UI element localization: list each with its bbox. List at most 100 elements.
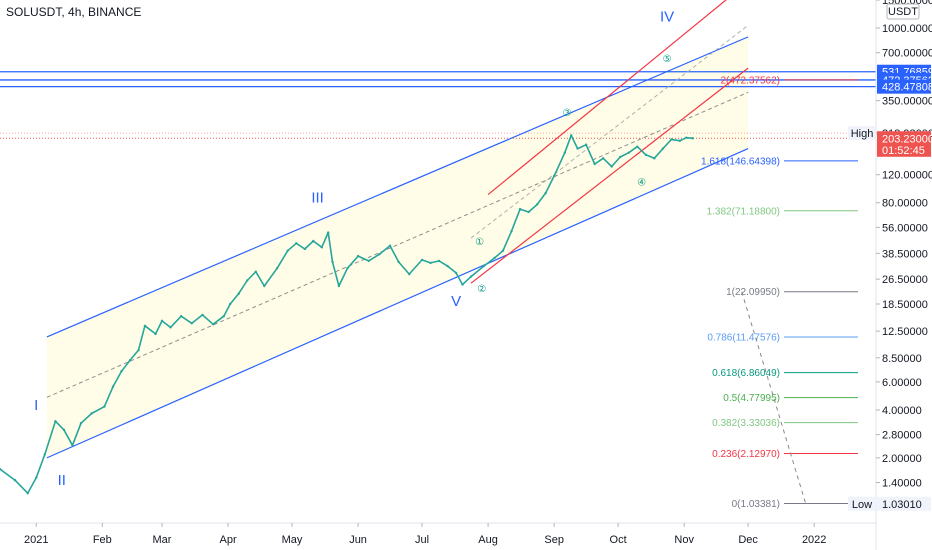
price-axis-label: 1.40000 [882,478,922,490]
red-channel-line[interactable] [470,67,749,284]
price-point [627,151,630,154]
red-channel-line[interactable] [487,0,748,196]
time-axis-label: Jun [349,534,367,546]
time-axis-label: Aug [478,534,498,546]
price-point [388,244,392,247]
time-axis-label: Apr [219,534,236,546]
price-axis-label: 38.50000 [882,248,928,260]
price-line[interactable] [0,134,693,495]
price-point [137,348,140,352]
price-point [619,155,622,159]
fib-level-label: 0.236(2.12970) [712,449,780,460]
price-point [461,283,464,286]
price-point [13,478,17,482]
subwave-label: ⑤ [663,54,672,65]
wave-label: II [58,472,66,489]
price-axis-label: 2.00000 [882,453,922,465]
wave-label: IV [660,8,674,25]
blue-channel-line[interactable] [46,148,749,459]
symbol-title[interactable]: SOLUSDT, 4h, BINANCE [6,5,141,19]
marker-tag[interactable] [848,496,876,511]
price-point [518,207,522,211]
price-point [570,134,573,137]
price-axis-label: 26.50000 [882,274,928,286]
fib-level-label: 0.5(4.77995) [723,393,780,404]
blue-channel-line[interactable] [46,36,749,338]
price-point [79,422,83,425]
time-axis-label: Sep [544,534,564,546]
price-point [111,385,115,388]
price-point [179,315,183,318]
time-axis-label: 2021 [24,534,48,546]
fib-level-label: 0(1.03381) [732,499,780,510]
time-axis-label: May [282,534,303,546]
time-axis-label: Nov [674,534,694,546]
price-point [437,259,441,263]
price-point [143,324,147,328]
price-point [610,165,613,168]
price-point [228,302,232,306]
price-point [286,249,289,252]
price-point [254,270,257,273]
price-axis-label: 700.00000 [882,48,932,60]
price-point [320,246,324,249]
price-point [237,292,240,295]
price-point [420,258,424,262]
price-point [678,139,682,142]
wave-label: I [34,397,38,414]
price-point [653,157,656,160]
time-axis-label: Feb [93,534,112,546]
price-point [535,203,539,206]
subwave-label: ① [475,237,484,248]
fibonacci-layer: 2(472.37562) 1.618(146.64398) 1.382(71.188… [701,75,858,510]
price-point [169,326,172,329]
price-point [346,267,349,270]
price-tag[interactable] [877,79,931,94]
price-point [128,359,132,362]
price-point [26,492,29,495]
price-point [552,174,556,178]
price-axis-label: 6.00000 [882,377,922,389]
price-tag[interactable] [877,142,931,157]
price-point [295,242,298,245]
fib-level-label: 1(22.09950) [726,287,780,298]
currency-tag[interactable] [886,3,920,20]
price-axis-label: 2.80000 [882,430,922,442]
price-axis-label: 80.00000 [882,198,928,210]
price-tag[interactable] [877,496,931,511]
price-point [593,162,596,166]
marker-tag-label: Low [852,499,872,511]
fib-level-label: 0.786(11.47576) [707,333,780,344]
price-tag-label: 428.47808 [882,82,932,94]
price-series-layer [0,134,694,495]
fib-level-label: 0.382(3.33036) [712,418,780,429]
time-axis-label: 2022 [802,534,826,546]
price-axis-label: 8.50000 [882,353,922,365]
price-point [493,256,496,260]
price-point [408,272,411,276]
price-point [501,249,505,252]
drawing-lines-layer [0,0,876,459]
marker-tag[interactable] [848,126,876,141]
price-point [120,370,123,373]
price-tag[interactable] [877,131,931,146]
price-point [43,453,46,456]
price-point [576,147,579,150]
price-axis-label: 4.00000 [882,405,922,417]
price-point [446,264,449,268]
price-point [211,323,215,326]
price-point [246,279,249,282]
price-point [378,253,381,256]
currency-label: USDT [888,6,918,18]
price-point [35,476,38,479]
price-axis-label: 18.50000 [882,299,928,311]
price-point [469,275,473,278]
wave-label: III [311,190,324,207]
subwave-label: ② [477,284,486,295]
price-point [397,260,400,264]
red-channel-midline [470,24,749,239]
price-point [691,137,694,140]
